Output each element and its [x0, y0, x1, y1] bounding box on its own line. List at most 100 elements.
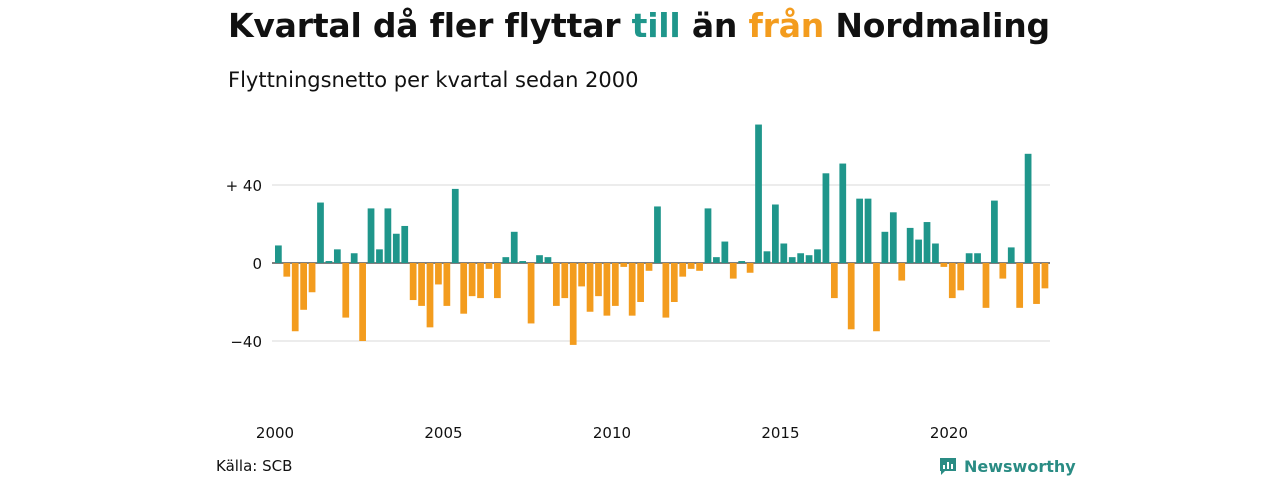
bar: [679, 263, 687, 277]
bar: [940, 263, 948, 267]
bar: [1016, 263, 1024, 308]
bar: [510, 231, 518, 263]
bar: [704, 208, 712, 263]
bar: [889, 212, 897, 263]
bar: [788, 257, 796, 263]
x-tick-label: 2010: [593, 424, 631, 442]
bar: [906, 227, 914, 263]
bar: [839, 163, 847, 263]
bar: [898, 263, 906, 281]
bar: [637, 263, 644, 302]
chart-title: Kvartal då fler flyttar till än från Nor…: [228, 6, 1050, 45]
bar: [830, 263, 838, 299]
bar: [494, 263, 501, 299]
bar: [873, 263, 880, 332]
bar: [308, 263, 316, 293]
bar: [864, 198, 872, 263]
bar: [696, 263, 703, 271]
bar: [654, 206, 661, 263]
bar: [729, 263, 737, 279]
bar: [595, 263, 602, 297]
bar: [822, 173, 830, 263]
bar: [915, 239, 922, 263]
source-note: Källa: SCB: [216, 457, 293, 475]
x-tick-label: 2000: [256, 424, 294, 442]
brand-name: Newsworthy: [964, 456, 1076, 476]
bar: [805, 255, 813, 263]
y-tick-label: 0: [252, 255, 262, 273]
chart-subtitle: Flyttningsnetto per kvartal sedan 2000: [228, 68, 639, 92]
bar: [847, 263, 855, 330]
title-part-1: Kvartal då fler flyttar: [228, 6, 632, 45]
bar: [611, 263, 619, 306]
bar: [552, 263, 560, 306]
bar: [738, 261, 746, 263]
bar: [435, 263, 442, 285]
bar: [780, 243, 788, 263]
bar: [502, 257, 510, 263]
bar: [923, 222, 931, 263]
bar: [662, 263, 670, 318]
bar: [317, 202, 324, 263]
bar: [1041, 263, 1049, 289]
y-tick-label: + 40: [226, 177, 262, 195]
bar: [477, 263, 484, 299]
bar: [544, 257, 552, 263]
newsworthy-logo-icon: [940, 458, 956, 475]
bar: [948, 263, 956, 299]
bar: [881, 231, 889, 263]
title-till: till: [631, 6, 681, 45]
bar: [991, 200, 998, 263]
bar: [797, 253, 805, 263]
bar: [409, 263, 417, 301]
y-tick-label: −40: [230, 333, 262, 351]
bar: [401, 225, 409, 263]
bar: [755, 124, 762, 263]
bar: [620, 263, 628, 267]
bar: [974, 253, 981, 263]
bar: [645, 263, 653, 271]
bar: [325, 261, 333, 263]
title-fran: från: [748, 6, 825, 45]
x-tick-label: 2005: [424, 424, 462, 442]
bar: [300, 263, 308, 310]
bar: [721, 241, 729, 263]
bar: [1033, 263, 1040, 304]
bar: [603, 263, 611, 316]
bar: [999, 263, 1007, 279]
bar: [932, 243, 939, 263]
bar: [527, 263, 535, 324]
title-part-2: än: [680, 6, 749, 45]
bar: [333, 249, 341, 263]
bar: [856, 198, 863, 263]
bar: [418, 263, 425, 306]
bar: [426, 263, 434, 328]
bar: [519, 261, 527, 263]
bar: [1007, 247, 1015, 263]
bar: [628, 263, 636, 316]
bar: [713, 257, 720, 263]
bar: [460, 263, 468, 314]
bar: [342, 263, 350, 318]
bar: [367, 208, 375, 263]
bar: [569, 263, 577, 345]
bar: [384, 208, 392, 263]
bar: [814, 249, 821, 263]
bar: [561, 263, 569, 299]
bar: [485, 263, 493, 269]
bar: [536, 255, 543, 263]
bar: [451, 188, 459, 263]
bar: [1024, 153, 1032, 263]
bar: [982, 263, 990, 308]
bar: [772, 204, 779, 263]
bar: [746, 263, 754, 273]
bar: [283, 263, 291, 277]
x-tick-label: 2020: [930, 424, 968, 442]
bar: [670, 263, 678, 302]
bar: [578, 263, 585, 287]
bar: [291, 263, 299, 332]
bar: [763, 251, 771, 263]
bar: [376, 249, 383, 263]
bar: [468, 263, 476, 297]
